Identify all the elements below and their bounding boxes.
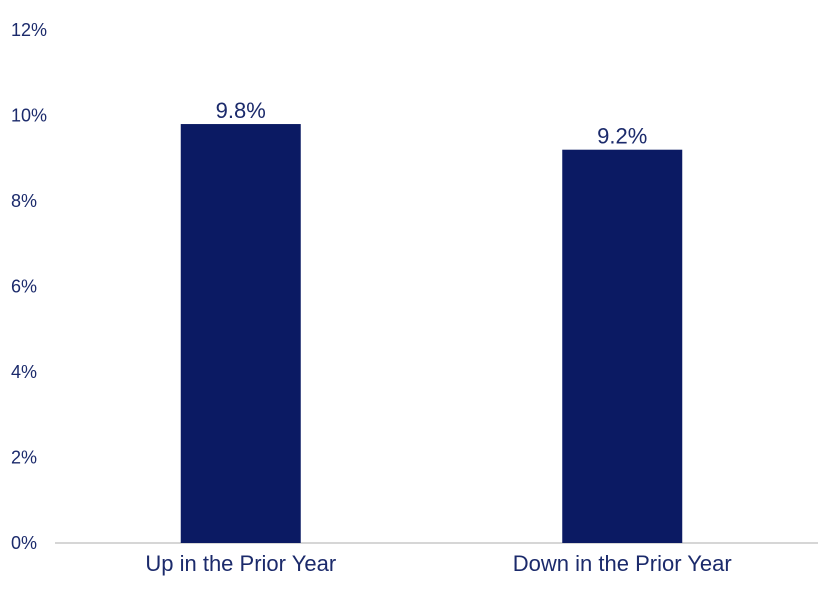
data-label: 9.2% [597, 124, 647, 149]
y-tick-label: 6% [11, 277, 37, 297]
category-labels: Up in the Prior Year Down in the Prior Ye… [145, 551, 731, 576]
bars [180, 124, 683, 544]
y-tick-label: 8% [11, 191, 37, 211]
category-label: Down in the Prior Year [513, 551, 732, 576]
data-labels: 9.8% 9.2% [216, 98, 648, 149]
y-tick-label: 4% [11, 362, 37, 382]
bar [180, 124, 301, 544]
y-axis-ticks: 0% 2% 4% 6% 8% 10% 12% [11, 20, 47, 553]
bar [562, 149, 683, 543]
y-tick-label: 10% [11, 106, 47, 126]
data-label: 9.8% [216, 98, 266, 123]
y-tick-label: 12% [11, 20, 47, 40]
category-label: Up in the Prior Year [145, 551, 336, 576]
y-tick-label: 2% [11, 448, 37, 468]
y-tick-label: 0% [11, 533, 37, 553]
